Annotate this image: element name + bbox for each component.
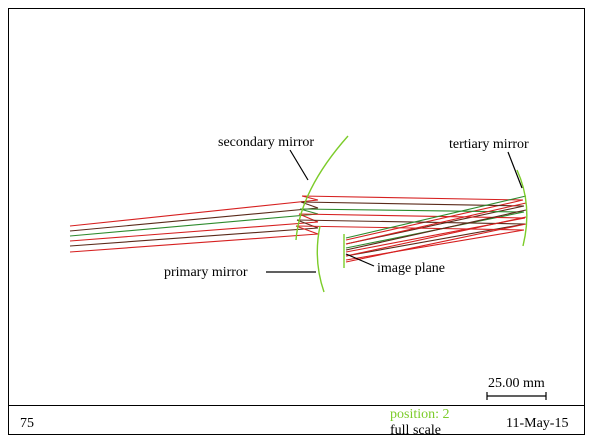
drawing-frame — [8, 8, 585, 435]
tertiary-mirror-surface — [516, 169, 528, 247]
secondary-leader — [289, 149, 309, 181]
drawing-number: 75 — [20, 416, 34, 431]
tertiary-reflected-ray-0 — [345, 199, 524, 241]
secondary-mirror-label: secondary mirror — [218, 135, 314, 150]
tertiary-reflected-ray-5 — [345, 229, 525, 261]
primary-mirror-surface — [316, 225, 325, 293]
incoming-ray-5 — [69, 233, 319, 253]
crossing-ray-2 — [345, 209, 527, 251]
crossing-ray-3 — [345, 216, 527, 257]
tertiary-leader — [507, 151, 523, 189]
image-plane-leader — [345, 253, 375, 267]
crossing-ray-1 — [345, 202, 527, 245]
footer-divider — [8, 405, 585, 406]
image-plane-label: image plane — [377, 261, 445, 276]
ray-bundle — [69, 195, 527, 263]
position-label: position: 2 — [390, 407, 450, 422]
secondary-mirror-surface — [295, 135, 349, 241]
secondary-reflected-ray-4 — [296, 219, 526, 225]
crossing-ray-4 — [345, 223, 527, 263]
incoming-ray-0 — [69, 199, 319, 227]
scale-mode-label: full scale — [390, 423, 441, 438]
tertiary-mirror-label: tertiary mirror — [449, 137, 529, 152]
crossing-ray-0 — [345, 195, 527, 239]
secondary-reflected-ray-0 — [301, 195, 524, 201]
scale-bar-label: 25.00 mm — [488, 376, 545, 391]
primary-reflected-ray-1 — [300, 201, 319, 209]
incoming-ray-2 — [69, 213, 319, 237]
primary-reflected-ray-0 — [301, 195, 319, 201]
primary-mirror-label: primary mirror — [164, 265, 248, 280]
incoming-ray-1 — [69, 207, 319, 232]
primary-reflected-ray-5 — [295, 225, 319, 235]
incoming-ray-4 — [69, 227, 319, 247]
incoming-ray-3 — [69, 221, 319, 242]
secondary-reflected-ray-3 — [298, 213, 526, 219]
secondary-reflected-ray-5 — [295, 225, 525, 231]
date-label: 11-May-15 — [506, 416, 569, 431]
